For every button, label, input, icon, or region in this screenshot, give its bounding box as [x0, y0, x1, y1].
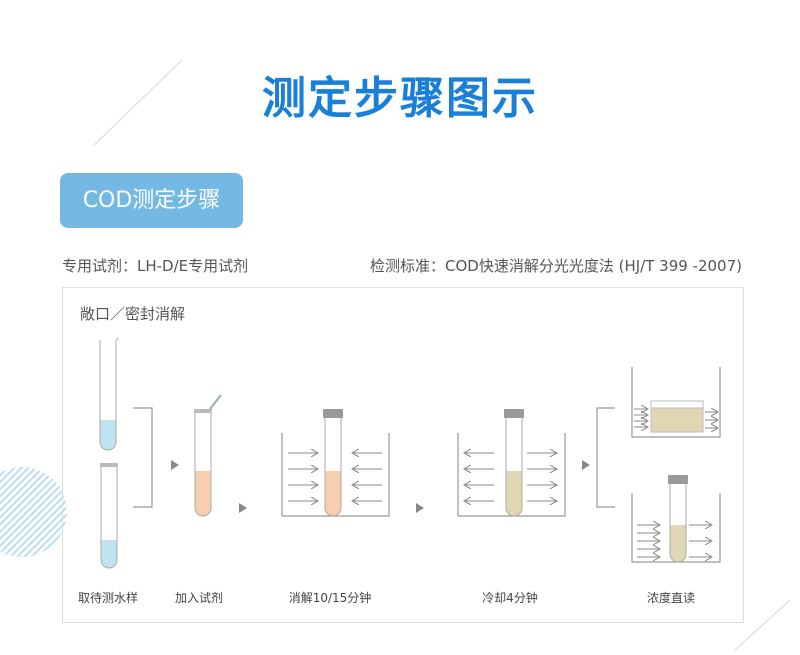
- tube-cap: [668, 475, 688, 484]
- step-label: 取待测水样: [77, 591, 139, 605]
- tube-cap: [100, 463, 118, 467]
- pipette: [209, 394, 222, 410]
- test-tube: [324, 418, 342, 517]
- tube-liquid: [100, 420, 116, 450]
- standard-info: 检测标准：COD快速消解分光光度法 (HJ/T 399 -2007): [370, 257, 742, 275]
- bracket: [596, 407, 615, 508]
- tube-liquid: [506, 471, 522, 516]
- step-label: 消解10/15分钟: [288, 591, 372, 605]
- decor-line: [92, 59, 183, 147]
- section-badge: COD测定步骤: [60, 173, 243, 228]
- tube-liquid: [195, 471, 211, 516]
- digestion-mode-label: 敞口／密封消解: [80, 305, 186, 323]
- tube-liquid: [101, 540, 117, 568]
- decor-striped-circle: [0, 467, 67, 557]
- tube-lip: [115, 337, 120, 341]
- page-title: 测定步骤图示: [262, 73, 538, 124]
- next-step-arrow: [171, 460, 179, 470]
- test-tube: [100, 467, 118, 569]
- tube-cap: [504, 409, 524, 418]
- test-tube: [194, 413, 212, 517]
- reagent-info: 专用试剂：LH-D/E专用试剂: [62, 257, 249, 275]
- test-tube: [505, 418, 523, 517]
- step-label: 冷却4分钟: [482, 591, 538, 605]
- step-label: 加入试剂: [174, 591, 224, 605]
- test-tube: [669, 484, 687, 563]
- procedure-panel: [62, 287, 744, 623]
- bracket: [133, 407, 153, 508]
- bath: [631, 367, 721, 438]
- decor-line: [734, 599, 791, 651]
- test-tube: [99, 340, 117, 451]
- next-step-arrow: [582, 460, 590, 470]
- step-label: 浓度直读: [646, 591, 696, 605]
- tube-cap: [194, 409, 212, 413]
- cuvette-liquid: [650, 407, 704, 433]
- procedure-illustration: [99, 337, 721, 569]
- tube-cap: [323, 409, 343, 418]
- next-step-arrow: [239, 503, 247, 513]
- tube-liquid: [670, 525, 686, 562]
- tube-liquid: [325, 471, 341, 516]
- next-step-arrow: [416, 503, 424, 513]
